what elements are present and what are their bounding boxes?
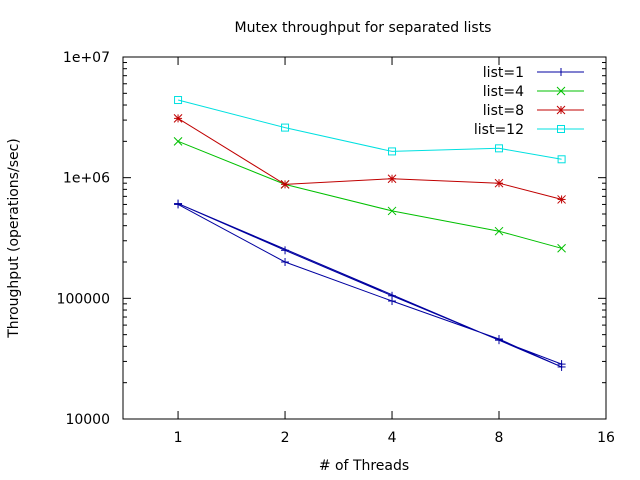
- series-line: [177, 140, 562, 249]
- legend-marker: [557, 125, 565, 133]
- data-point: [173, 136, 183, 146]
- series-line: [177, 99, 562, 160]
- legend-label: list=1: [483, 65, 524, 81]
- legend-label: list=12: [474, 122, 524, 138]
- x-tick-label: 2: [281, 430, 290, 446]
- x-tick-label: 4: [388, 430, 397, 446]
- y-axis-title: Throughput (operations/sec): [6, 138, 22, 339]
- data-point: [494, 226, 504, 236]
- legend-marker: [556, 86, 566, 96]
- plot-area: 1 2 4 8 16 10000 100000 1e+06 1e+07 list=1 list=4 l…: [57, 50, 615, 446]
- data-point: [494, 178, 504, 188]
- data-point: [173, 114, 183, 123]
- x-tick-label: 16: [597, 430, 615, 446]
- y-tick-label: 100000: [57, 291, 110, 307]
- x-tick-label: 1: [174, 430, 183, 446]
- x-axis-title: # of Threads: [319, 458, 409, 474]
- legend-marker: [557, 68, 565, 76]
- legend-marker: [556, 105, 566, 115]
- data-point: [388, 291, 397, 300]
- y-tick-label: 10000: [65, 412, 110, 428]
- data-point: [174, 96, 183, 105]
- y-tick-label: 1e+07: [63, 50, 110, 66]
- data-point: [280, 180, 290, 189]
- y-tick-label: 1e+06: [63, 171, 110, 187]
- data-point: [557, 195, 566, 204]
- data-point: [557, 243, 566, 253]
- series-line: [177, 203, 562, 368]
- data-point: [557, 155, 566, 164]
- data-point: [387, 174, 397, 184]
- chart-title: Mutex throughput for separated lists: [235, 20, 492, 36]
- data-point: [281, 123, 290, 132]
- data-point: [557, 360, 566, 369]
- legend-label: list=4: [483, 84, 524, 100]
- data-point: [495, 144, 504, 153]
- data-point: [174, 199, 183, 208]
- data-point: [387, 206, 397, 216]
- plot-frame: [122, 56, 607, 420]
- data-point: [281, 246, 290, 255]
- data-point: [388, 147, 397, 156]
- data-point: [495, 336, 504, 345]
- x-tick-label: 8: [495, 430, 504, 446]
- data-point: [281, 258, 290, 267]
- legend-label: list=8: [483, 103, 524, 119]
